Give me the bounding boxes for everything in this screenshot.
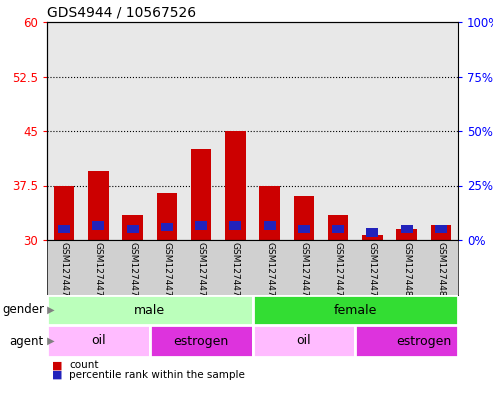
Bar bbox=[191, 149, 211, 240]
Bar bbox=[435, 225, 447, 233]
Bar bbox=[127, 225, 139, 233]
Text: GSM1274476: GSM1274476 bbox=[265, 242, 274, 302]
Text: agent: agent bbox=[10, 334, 44, 347]
Bar bbox=[161, 222, 173, 231]
Bar bbox=[264, 221, 276, 230]
Text: ▶: ▶ bbox=[44, 305, 55, 315]
Text: GSM1274474: GSM1274474 bbox=[197, 242, 206, 302]
Bar bbox=[252, 295, 458, 325]
Bar bbox=[332, 225, 344, 233]
Text: count: count bbox=[69, 360, 99, 370]
Bar bbox=[362, 235, 383, 240]
Text: ■: ■ bbox=[52, 370, 63, 380]
Text: GSM1274470: GSM1274470 bbox=[60, 242, 69, 302]
Bar bbox=[366, 228, 378, 237]
Bar bbox=[328, 215, 349, 240]
Bar bbox=[92, 221, 105, 230]
Bar bbox=[229, 221, 242, 230]
Text: percentile rank within the sample: percentile rank within the sample bbox=[69, 370, 245, 380]
Bar bbox=[47, 295, 252, 325]
Bar bbox=[58, 225, 70, 233]
Bar bbox=[401, 225, 413, 233]
Text: GSM1274472: GSM1274472 bbox=[128, 242, 137, 302]
Text: GSM1274473: GSM1274473 bbox=[162, 242, 172, 302]
Text: estrogen: estrogen bbox=[174, 334, 229, 347]
Bar bbox=[355, 325, 458, 357]
Bar bbox=[396, 229, 417, 240]
Text: gender: gender bbox=[2, 303, 44, 316]
Text: ■: ■ bbox=[52, 360, 63, 370]
Bar bbox=[157, 193, 177, 240]
Text: GSM1274479: GSM1274479 bbox=[368, 242, 377, 302]
Text: GSM1274478: GSM1274478 bbox=[334, 242, 343, 302]
Text: male: male bbox=[134, 303, 165, 316]
Text: GSM1274481: GSM1274481 bbox=[436, 242, 445, 302]
Text: female: female bbox=[334, 303, 377, 316]
Text: oil: oil bbox=[297, 334, 311, 347]
Bar bbox=[88, 171, 108, 240]
Text: estrogen: estrogen bbox=[396, 334, 452, 347]
Bar bbox=[294, 196, 314, 240]
Bar bbox=[430, 226, 451, 240]
Bar bbox=[298, 225, 310, 233]
Bar bbox=[252, 325, 355, 357]
Text: GDS4944 / 10567526: GDS4944 / 10567526 bbox=[47, 6, 196, 19]
Text: GSM1274480: GSM1274480 bbox=[402, 242, 411, 302]
Text: GSM1274471: GSM1274471 bbox=[94, 242, 103, 302]
Bar bbox=[225, 131, 246, 240]
Text: GSM1274475: GSM1274475 bbox=[231, 242, 240, 302]
Bar bbox=[195, 221, 207, 230]
Text: oil: oil bbox=[91, 334, 106, 347]
Bar bbox=[54, 185, 74, 240]
Bar bbox=[259, 185, 280, 240]
Bar bbox=[47, 325, 150, 357]
Text: GSM1274477: GSM1274477 bbox=[299, 242, 309, 302]
Bar bbox=[122, 215, 143, 240]
Text: ▶: ▶ bbox=[44, 336, 55, 346]
Bar bbox=[150, 325, 252, 357]
